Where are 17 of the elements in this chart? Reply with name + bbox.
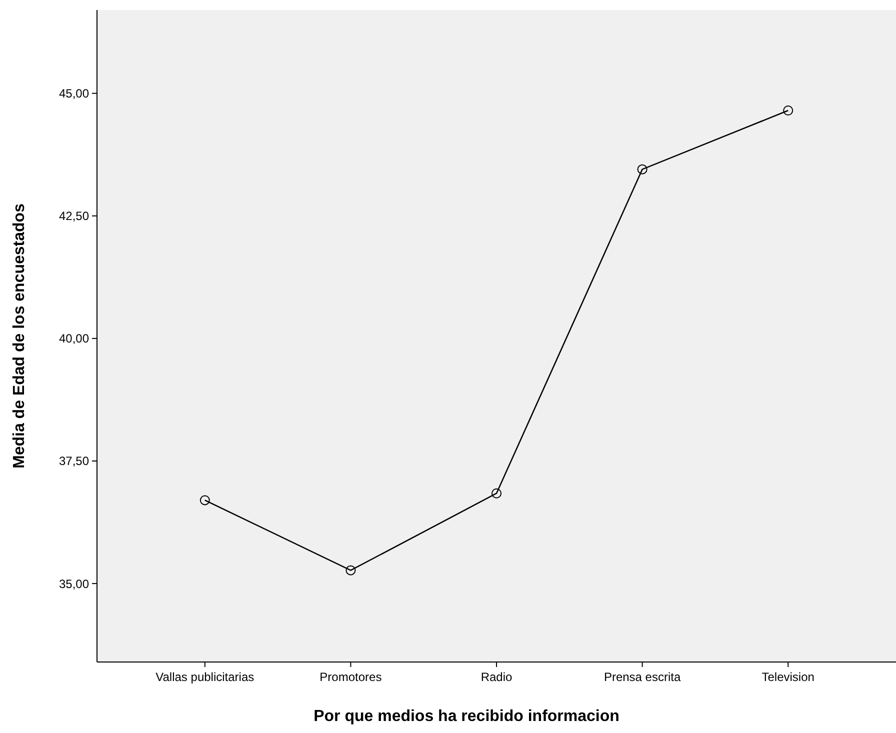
point: [783, 105, 794, 116]
x-tick-label: Promotores: [320, 670, 382, 684]
y-tick-label: 42,50: [58, 209, 90, 224]
x-tick-label: Prensa escrita: [604, 670, 681, 684]
x-tick-label: Vallas publicitarias: [156, 670, 254, 684]
point: [200, 495, 210, 506]
x-tick-label: Television: [762, 670, 814, 684]
y-axis-title: Media de Edad de los encuestados: [11, 203, 28, 468]
point: [346, 565, 356, 576]
point: [492, 488, 502, 498]
y-tick-label: 37,50: [58, 454, 90, 468]
y-tick-label: 40,00: [58, 332, 90, 346]
y-tick-label: 45,00: [58, 86, 90, 101]
x-tick-label: Radio: [480, 670, 512, 684]
x-axis-title: Por que medios ha recibido informacion: [314, 708, 620, 725]
y-tick-label: 35,00: [58, 576, 90, 591]
point: [637, 164, 648, 174]
